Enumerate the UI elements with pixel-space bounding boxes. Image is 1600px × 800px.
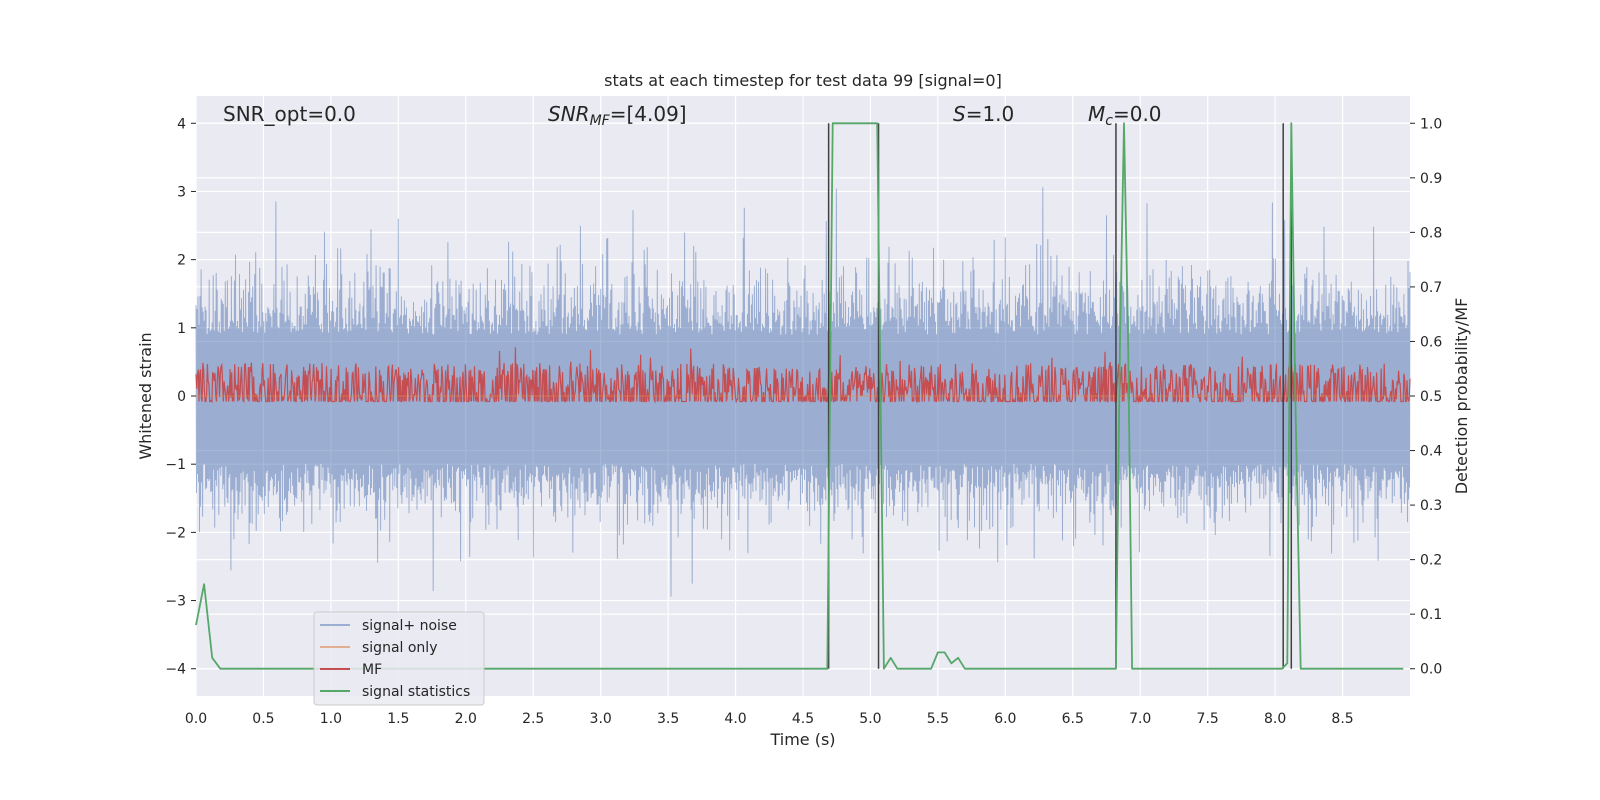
- x-tick-label: 8.0: [1264, 711, 1286, 727]
- x-tick-label: 5.0: [859, 711, 881, 727]
- annotation-mc: Mc=0.0: [1088, 102, 1162, 129]
- y-left-tick-label: 3: [177, 184, 186, 200]
- y-left-tick-label: 1: [177, 321, 186, 337]
- legend: signal+ noise signal only MF signal stat…: [313, 611, 485, 706]
- mf-line: [195, 347, 1411, 404]
- x-tick-label: 0.5: [252, 711, 274, 727]
- y-right-tick-label: 0.1: [1420, 607, 1442, 623]
- y-left-tick-label: −4: [165, 662, 186, 678]
- annotation-s-main: S: [953, 102, 966, 126]
- y-left-tick-label: −3: [165, 594, 186, 610]
- x-tick-label: 6.5: [1062, 711, 1084, 727]
- x-axis-label: Time (s): [769, 730, 835, 749]
- x-tick-label: 1.5: [387, 711, 409, 727]
- annotation-s: S=1.0: [953, 102, 1014, 126]
- legend-label-signal-noise: signal+ noise: [362, 618, 457, 634]
- signal-statistics-line: [195, 122, 1404, 670]
- legend-label-mf: MF: [362, 662, 382, 678]
- y-right-tick-label: 0.4: [1420, 444, 1442, 460]
- x-tick-label: 4.0: [724, 711, 746, 727]
- y-right-tick-label: 0.8: [1420, 225, 1442, 241]
- x-tick-label: 2.0: [455, 711, 477, 727]
- legend-box: [313, 611, 485, 706]
- x-tick-label: 3.5: [657, 711, 679, 727]
- y-left-tick-label: 2: [177, 253, 186, 269]
- y-axis-left-ticks: 4 3 2 1 0 −1 −2 −3 −4: [165, 116, 196, 678]
- y-left-tick-label: −1: [165, 457, 186, 473]
- x-tick-label: 7.5: [1197, 711, 1219, 727]
- y-right-tick-label: 0.9: [1420, 171, 1442, 187]
- chart-title: stats at each timestep for test data 99 …: [604, 71, 1002, 90]
- annotation-mc-rest: =0.0: [1113, 102, 1162, 126]
- y-right-tick-label: 0.6: [1420, 334, 1442, 350]
- x-tick-label: 8.5: [1331, 711, 1353, 727]
- legend-label-signal-statistics: signal statistics: [362, 684, 470, 700]
- annotation-mc-main: M: [1088, 102, 1105, 126]
- y-axis-left-label: Whitened strain: [136, 332, 155, 459]
- x-tick-label: 4.5: [792, 711, 814, 727]
- annotation-snr-mf: SNRMF=[4.09]: [548, 102, 687, 129]
- signal-statistics-series: [195, 122, 1404, 670]
- y-axis-right-ticks: 1.0 0.9 0.8 0.7 0.6 0.5 0.4 0.3 0.2 0.1 0.0: [1410, 116, 1442, 678]
- y-left-tick-label: 4: [177, 116, 186, 132]
- annotation-mc-sub: c: [1105, 113, 1113, 129]
- annotation-snr-opt: SNR_opt=0.0: [223, 102, 356, 126]
- legend-label-signal-only: signal only: [362, 640, 437, 656]
- y-right-tick-label: 0.5: [1420, 389, 1442, 405]
- x-tick-label: 0.0: [185, 711, 207, 727]
- y-right-tick-label: 0.3: [1420, 498, 1442, 514]
- y-right-tick-label: 0.2: [1420, 553, 1442, 569]
- y-right-tick-label: 0.7: [1420, 280, 1442, 296]
- y-left-tick-label: 0: [177, 389, 186, 405]
- y-left-tick-label: −2: [165, 525, 186, 541]
- x-axis-ticks: 0.0 0.5 1.0 1.5 2.0 2.5 3.0 3.5 4.0 4.5 5.0 5.5 6.0 6…: [185, 711, 1354, 727]
- mf-series: [195, 347, 1411, 404]
- x-tick-label: 5.5: [927, 711, 949, 727]
- x-tick-label: 6.0: [994, 711, 1016, 727]
- y-axis-right-label: Detection probability/MF: [1452, 298, 1471, 495]
- x-tick-label: 7.0: [1129, 711, 1151, 727]
- signal-noise-line: [195, 187, 1411, 597]
- annotation-s-rest: =1.0: [966, 102, 1015, 126]
- signal-noise-series: [195, 187, 1411, 597]
- x-tick-label: 1.0: [320, 711, 342, 727]
- annotation-snr-mf-sub: MF: [590, 113, 611, 129]
- y-right-tick-label: 1.0: [1420, 116, 1442, 132]
- y-right-tick-label: 0.0: [1420, 662, 1442, 678]
- x-tick-label: 2.5: [522, 711, 544, 727]
- x-tick-label: 3.0: [590, 711, 612, 727]
- annotation-snr-mf-main: SNR: [548, 102, 590, 126]
- annotation-snr-mf-rest: =[4.09]: [610, 102, 687, 126]
